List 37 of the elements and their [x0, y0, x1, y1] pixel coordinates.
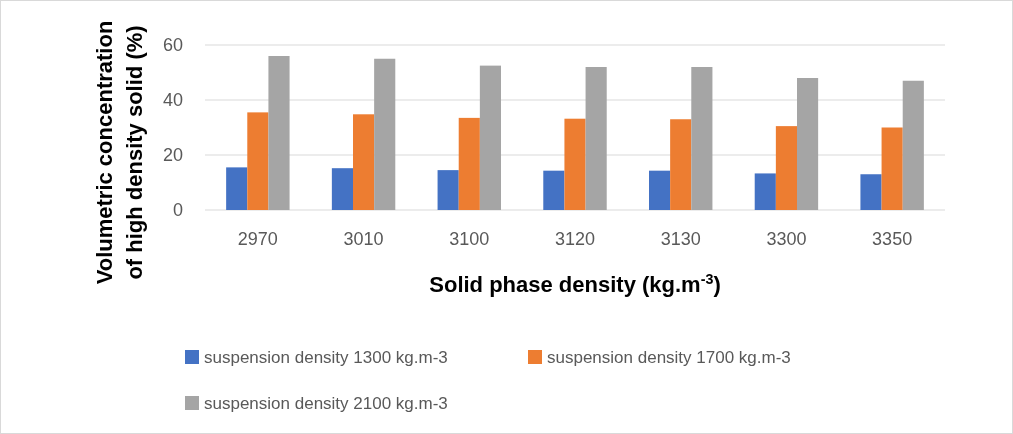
bar: [775, 126, 797, 210]
x-tick-label: 2970: [237, 229, 278, 249]
x-tick-label: 3130: [660, 229, 701, 249]
bar: [226, 167, 248, 210]
legend-label: suspension density 2100 kg.m-3: [204, 393, 448, 413]
bar: [649, 170, 671, 210]
bar: [268, 56, 290, 210]
x-tick-label: 3100: [449, 229, 490, 249]
x-tick-label: 3120: [554, 229, 596, 249]
bar: [902, 80, 924, 210]
bar: [247, 112, 269, 210]
bar: [691, 67, 713, 210]
legend-label: suspension density 1300 kg.m-3: [204, 347, 448, 367]
bar: [670, 119, 692, 210]
bar: [479, 65, 501, 210]
bar: [437, 170, 459, 210]
y-axis-title: Volumetric concentration of high density solid (%): [92, 20, 147, 285]
bar: [754, 173, 776, 210]
x-axis-title: Solid phase density (kg.m$^{-3}$): [429, 271, 721, 297]
bar: [585, 67, 607, 210]
y-tick-label: 0: [172, 200, 183, 221]
x-tick-label: 3350: [872, 229, 913, 249]
bar: [331, 168, 353, 210]
bar: [881, 127, 903, 210]
y-tick-label: 60: [162, 35, 183, 56]
bar: [564, 118, 586, 210]
legend-label: suspension density 1700 kg.m-3: [547, 347, 791, 367]
y-tick-label: 40: [162, 90, 183, 111]
bar: [353, 114, 375, 210]
x-tick-label: 3300: [766, 229, 807, 249]
bar: [374, 58, 396, 210]
x-tick-label: 3010: [343, 229, 384, 249]
bar: [458, 117, 480, 210]
y-tick-label: 20: [162, 145, 183, 166]
bar: [860, 174, 882, 210]
bar: [543, 170, 565, 210]
bar: [797, 78, 819, 210]
